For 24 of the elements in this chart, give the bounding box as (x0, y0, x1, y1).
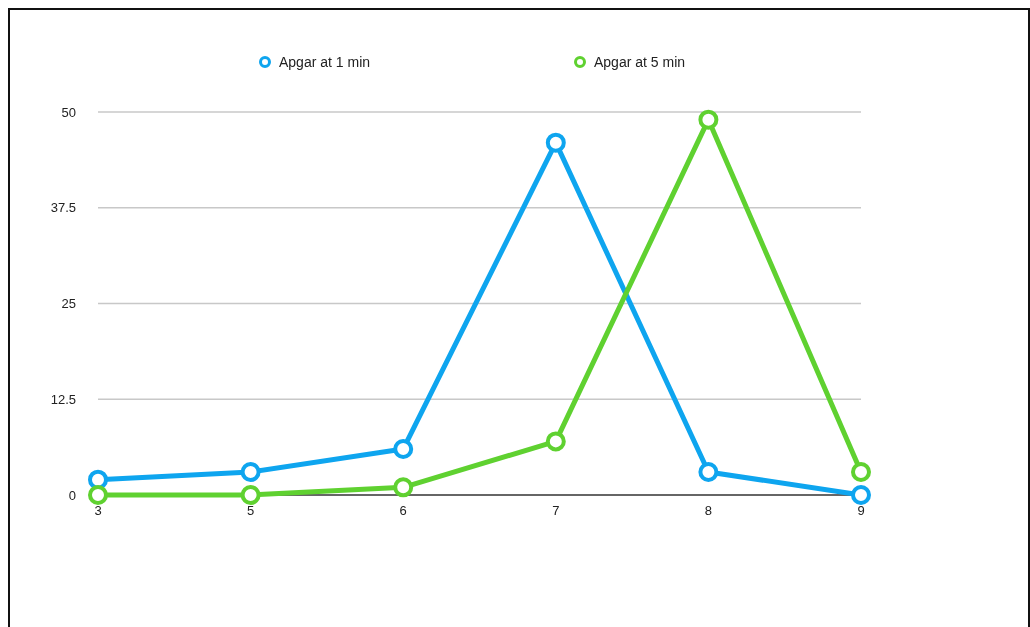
point (393, 477, 414, 498)
y-tick-label: 37.5 (50, 200, 76, 216)
legend-label: Apgar at 5 min (594, 53, 686, 70)
x-tick-label: 9 (857, 503, 865, 518)
point (393, 439, 414, 460)
point (698, 462, 719, 483)
point (545, 431, 566, 452)
point (240, 485, 261, 505)
legend-label: Apgar at 1 min (279, 53, 371, 70)
point (851, 485, 871, 505)
x-tick-label: 7 (552, 503, 560, 518)
x-tick-label: 3 (94, 503, 102, 518)
point (240, 462, 261, 483)
point (88, 485, 108, 505)
y-tick-label: 0 (68, 487, 76, 503)
x-tick-label: 5 (246, 503, 255, 518)
y-tick-label: 12.5 (50, 391, 76, 407)
point (698, 109, 719, 130)
x-tick-label: 8 (704, 503, 713, 518)
point (851, 462, 871, 483)
point (545, 132, 566, 153)
y-tick-label: 50 (61, 104, 76, 120)
x-tick-label: 6 (399, 503, 407, 518)
y-tick-label: 25 (61, 296, 76, 312)
